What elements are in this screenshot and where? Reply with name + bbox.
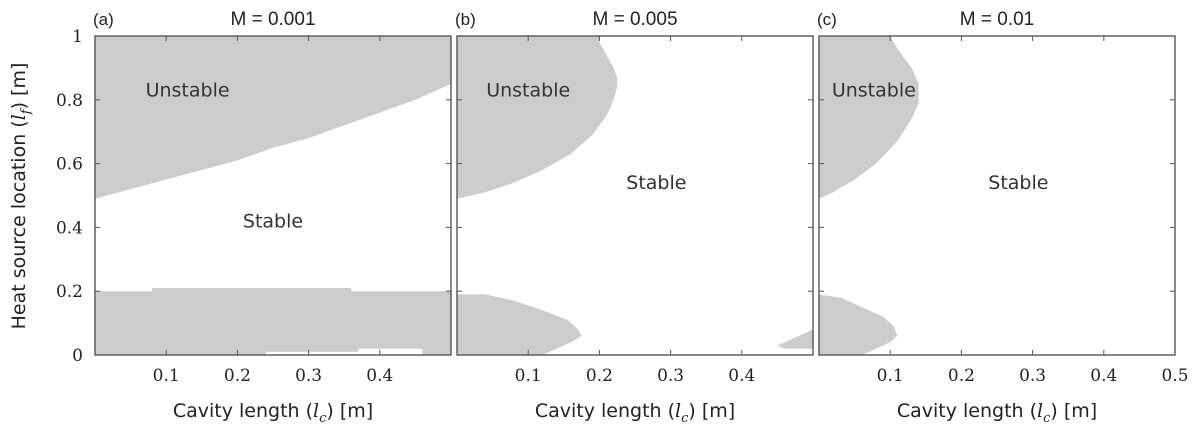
- region-label-stable: Stable: [243, 210, 303, 232]
- y-tick-label: 0.4: [56, 218, 83, 238]
- x-tick-label: 0.2: [586, 366, 613, 386]
- x-tick-label: 0.1: [877, 366, 904, 386]
- y-axis-label: Heat source location (lf) [m]: [8, 63, 34, 330]
- x-tick-label: 0.4: [728, 366, 755, 386]
- y-tick-label: 0: [72, 346, 83, 366]
- plot-root: Heat source location (lf) [m] 0 0.2 0.4 0.6 0…: [8, 9, 1189, 426]
- panel-letter: (b): [455, 10, 476, 29]
- plot-frame: [818, 35, 1176, 356]
- unstable-lower-region: [457, 294, 582, 355]
- y-tick-label: 1: [72, 27, 83, 47]
- panel-a: 0.1 0.2 0.3 0.4 Unstable Stable (a) M = 0.001 Ca…: [93, 9, 452, 426]
- regions: [819, 36, 919, 355]
- x-tick-label: 0.3: [1019, 366, 1046, 386]
- regions: [95, 36, 451, 355]
- x-tick-label: 0.2: [948, 366, 975, 386]
- x-tick-label: 0.5: [1161, 366, 1188, 386]
- unstable-corner-region: [777, 329, 813, 349]
- region-label-unstable: Unstable: [486, 80, 570, 102]
- x-tick-label: 0.2: [224, 366, 251, 386]
- regions: [457, 36, 813, 355]
- region-label-unstable: Unstable: [832, 80, 916, 102]
- panel-c: 0.1 0.2 0.3 0.4 0.5 Unstable Stable (c) M = 0.01…: [817, 9, 1189, 426]
- x-tick-label: 0.3: [295, 366, 322, 386]
- panel-b: 0.1 0.2 0.3 0.4 Unstable Stable (b) M = 0.005 Ca…: [455, 9, 814, 426]
- x-tick-label: 0.3: [657, 366, 684, 386]
- region-label-stable: Stable: [626, 172, 686, 194]
- unstable-lower-region: [95, 288, 451, 355]
- x-tick-label: 0.4: [366, 366, 393, 386]
- panel-letter: (a): [93, 10, 114, 29]
- region-label-stable: Stable: [988, 172, 1048, 194]
- panel-title: M = 0.01: [960, 9, 1034, 30]
- y-tick-label: 0.2: [56, 282, 83, 302]
- x-axis-label: Cavity length (lc) [m]: [535, 400, 735, 426]
- x-tick-label: 0.1: [153, 366, 180, 386]
- x-axis-label: Cavity length (lc) [m]: [173, 400, 373, 426]
- x-axis-label: Cavity length (lc) [m]: [897, 400, 1097, 426]
- panel-title: M = 0.001: [230, 9, 315, 30]
- unstable-upper-region: [95, 36, 451, 199]
- region-label-unstable: Unstable: [146, 80, 230, 102]
- plot-frame: [456, 35, 814, 356]
- panel-letter: (c): [817, 10, 837, 29]
- y-tick-label: 0.8: [56, 91, 83, 111]
- plot-frame: [94, 35, 452, 356]
- x-tick-label: 0.1: [515, 366, 542, 386]
- unstable-lower-region: [819, 294, 898, 355]
- unstable-upper-region: [819, 36, 919, 199]
- panel-title: M = 0.005: [592, 9, 677, 30]
- y-tick-label: 0.6: [56, 155, 83, 175]
- x-tick-label: 0.4: [1090, 366, 1117, 386]
- unstable-upper-region: [457, 36, 618, 199]
